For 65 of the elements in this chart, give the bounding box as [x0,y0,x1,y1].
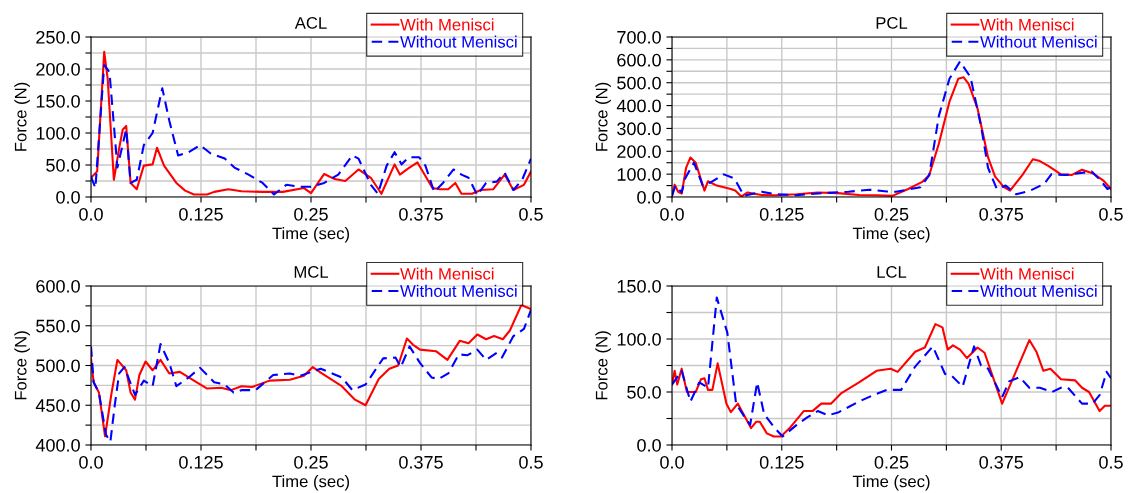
y-tick-label: 50.0 [46,158,80,172]
y-tick-label: 150.0 [617,279,661,293]
x-tick-label: 0.5 [519,207,543,221]
y-tick-label: 700.0 [617,30,661,44]
y-tick-label: 200.0 [617,145,661,159]
x-tick-label: 0.5 [1099,207,1123,221]
x-tick-label: 0.125 [759,455,804,469]
y-tick-label: 250.0 [36,30,80,44]
y-axis-title: Force (N) [595,331,611,400]
y-tick-label: 600.0 [617,53,661,67]
y-tick-label: 550.0 [36,319,80,333]
legend-label: Without Menisci [400,284,517,297]
y-tick-label: 0.0 [56,190,80,204]
y-tick-label: 100.0 [617,332,661,346]
y-tick-label: 100.0 [617,168,661,181]
x-axis-title: Time (sec) [852,475,930,491]
legend-label: With Menisci [400,267,494,280]
x-tick-label: 0.0 [79,455,103,469]
y-tick-label: 0.0 [637,438,661,452]
legend-label: With Menisci [980,18,1074,31]
x-tick-label: 0.5 [1099,455,1123,469]
x-tick-label: 0.0 [660,455,684,469]
x-tick-label: 0.125 [179,455,223,469]
y-tick-label: 300.0 [617,122,661,136]
legend-label: Without Menisci [980,284,1097,297]
y-tick-label: 150.0 [36,94,80,108]
x-tick-label: 0.25 [874,207,909,221]
chart-title: ACL [294,17,327,29]
chart-title: LCL [877,266,907,278]
y-tick-label: 50.0 [627,385,661,399]
x-tick-label: 0.25 [294,455,328,469]
x-tick-label: 0.375 [399,455,443,469]
legend-label: Without Menisci [980,35,1097,48]
y-tick-label: 600.0 [36,279,80,293]
chart-title: PCL [876,17,908,29]
x-tick-label: 0.375 [979,207,1024,221]
y-axis-title: Force (N) [14,82,30,151]
x-tick-label: 0.125 [759,207,804,221]
chart-title: MCL [294,266,329,278]
legend-label: With Menisci [400,18,494,31]
x-tick-label: 0.0 [79,207,103,221]
y-tick-label: 400.0 [35,438,80,452]
x-tick-label: 0.375 [979,455,1024,469]
y-axis-title: Force (N) [14,331,30,400]
y-tick-label: 200.0 [36,62,80,76]
legend-label: Without Menisci [400,35,517,48]
x-axis-title: Time (sec) [272,475,350,491]
x-tick-label: 0.0 [660,207,684,221]
x-tick-label: 0.125 [179,207,223,221]
x-axis-title: Time (sec) [852,227,930,243]
y-tick-label: 450.0 [35,399,80,412]
line-series [672,296,1111,438]
y-tick-label: 500.0 [36,359,80,373]
x-axis-title: Time (sec) [272,227,350,243]
y-tick-label: 400.0 [616,99,661,113]
y-tick-label: 0.0 [637,190,661,204]
y-axis-title: Force (N) [595,82,611,151]
x-tick-label: 0.5 [519,455,543,469]
y-tick-label: 100.0 [36,126,80,140]
legend-label: With Menisci [980,267,1074,280]
y-tick-label: 500.0 [617,76,661,90]
x-tick-label: 0.25 [874,455,909,469]
line-series [672,323,1111,438]
x-tick-label: 0.375 [399,207,443,221]
x-tick-label: 0.25 [294,207,328,221]
